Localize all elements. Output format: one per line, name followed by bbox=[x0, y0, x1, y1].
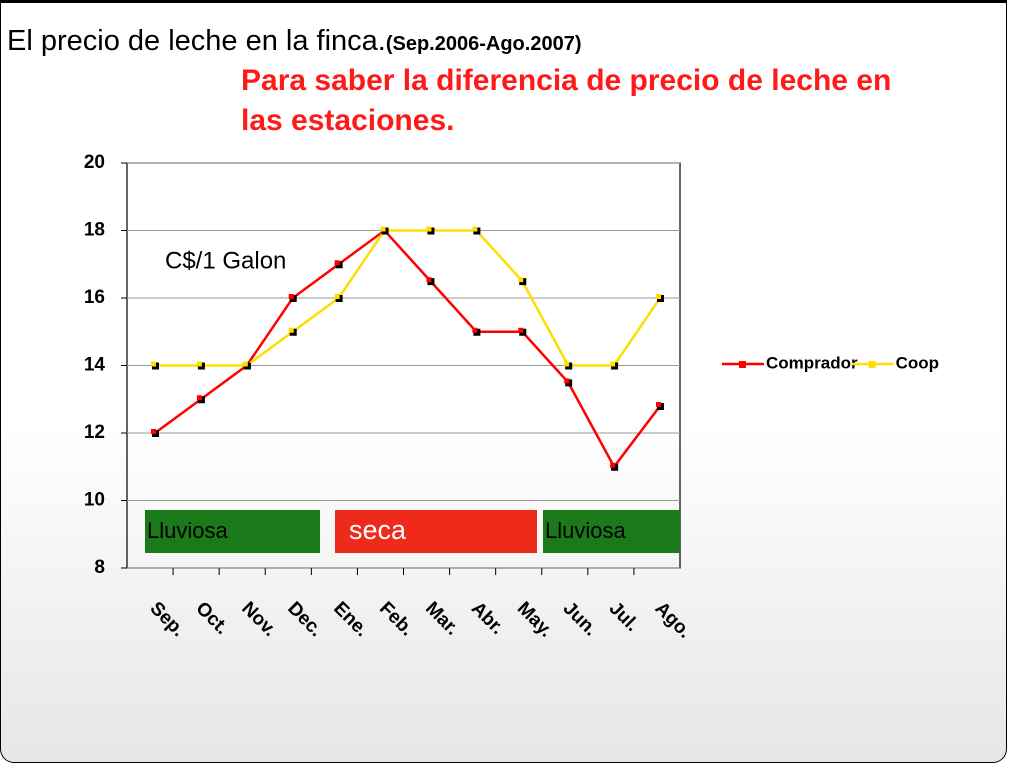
marker-fill bbox=[334, 260, 340, 266]
y-tick-label: 14 bbox=[84, 355, 106, 376]
legend-label: Comprador bbox=[766, 353, 858, 372]
x-tick-label: Dec. bbox=[283, 598, 326, 641]
legend-label: Coop bbox=[896, 353, 939, 372]
x-tick-label: Oct. bbox=[191, 598, 232, 639]
marker-fill bbox=[472, 226, 478, 232]
x-tick-label: Abr. bbox=[467, 598, 508, 639]
marker-fill bbox=[656, 402, 661, 407]
marker-fill bbox=[380, 226, 386, 232]
marker-fill bbox=[426, 226, 432, 232]
marker-fill bbox=[564, 378, 570, 384]
season-label: Lluviosa bbox=[147, 518, 228, 543]
title-text: El precio de leche en la finca. bbox=[7, 25, 386, 57]
heading: Para saber la diferencia de precio de le… bbox=[241, 64, 892, 137]
line bbox=[155, 229, 662, 367]
annotation: C$/1 Galon bbox=[165, 247, 286, 274]
legend-marker bbox=[739, 361, 746, 368]
season-label: seca bbox=[349, 515, 407, 545]
y-tick-label: 16 bbox=[84, 287, 105, 308]
y-tick-label: 10 bbox=[84, 490, 105, 511]
marker-fill bbox=[472, 327, 478, 333]
y-tick-label: 12 bbox=[84, 422, 105, 443]
season-box bbox=[543, 510, 680, 553]
title: El precio de leche en la finca.(Sep.2006… bbox=[7, 25, 581, 58]
y-tick-label: 8 bbox=[94, 557, 105, 578]
y-tick-label: 18 bbox=[84, 220, 105, 241]
marker-fill bbox=[196, 395, 202, 401]
x-tick-label: Ago. bbox=[651, 598, 696, 643]
legend-marker bbox=[868, 361, 876, 368]
marker-fill bbox=[564, 361, 570, 367]
x-tick-label: Nov. bbox=[237, 598, 280, 641]
line bbox=[154, 228, 661, 470]
marker-fill bbox=[151, 361, 156, 367]
marker-fill bbox=[288, 327, 294, 333]
marker-fill bbox=[610, 361, 616, 367]
x-tick-label: Ene. bbox=[329, 598, 372, 641]
x-tick-label: Sep. bbox=[146, 598, 189, 641]
x-tick-label: Jul. bbox=[605, 598, 643, 636]
marker-fill bbox=[196, 361, 202, 367]
marker-fill bbox=[518, 327, 524, 333]
x-tick-label: Mar. bbox=[421, 598, 463, 640]
season-box bbox=[335, 510, 537, 553]
marker-fill bbox=[151, 429, 156, 434]
marker-fill bbox=[656, 294, 661, 299]
marker-fill bbox=[242, 361, 248, 367]
season-label: Lluviosa bbox=[545, 518, 626, 543]
x-tick-label: Jun. bbox=[559, 598, 601, 640]
y-tick-label: 20 bbox=[84, 152, 105, 173]
x-tick-label: May. bbox=[513, 598, 557, 642]
subtitle: (Sep.2006-Ago.2007) bbox=[385, 33, 582, 55]
marker-fill bbox=[610, 462, 616, 468]
x-tick-label: Feb. bbox=[375, 598, 417, 640]
marker-fill bbox=[334, 294, 340, 299]
marker-fill bbox=[518, 277, 524, 283]
season-box bbox=[145, 510, 320, 553]
marker-fill bbox=[426, 277, 432, 283]
marker-fill bbox=[288, 294, 294, 299]
